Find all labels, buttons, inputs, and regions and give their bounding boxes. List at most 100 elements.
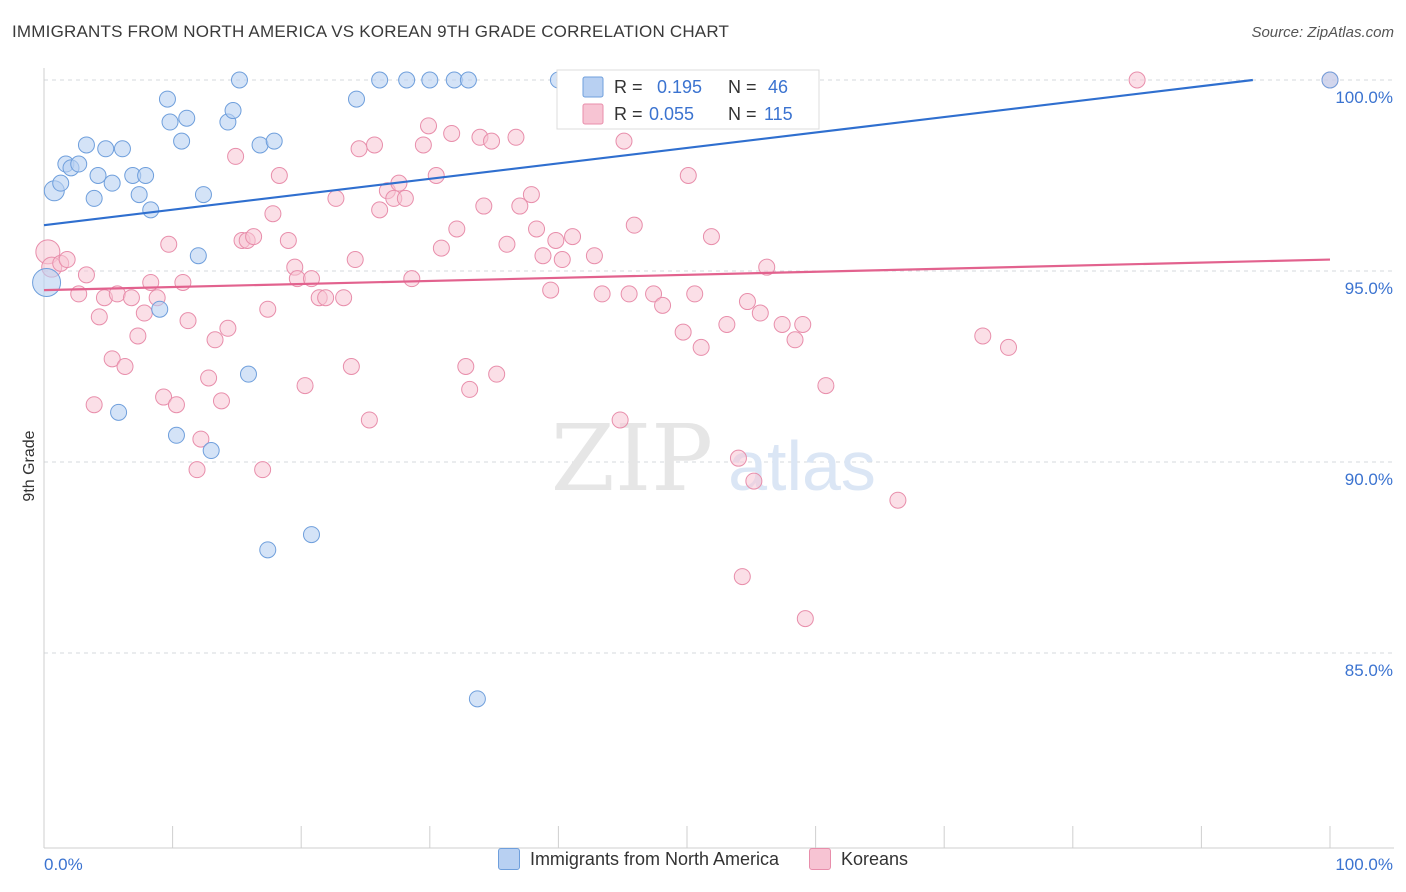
data-point-koreans: [155, 388, 173, 406]
data-point-koreans: [585, 247, 603, 265]
data-point-koreans: [547, 231, 565, 249]
data-point-koreans: [350, 140, 368, 158]
data-point-koreans: [414, 136, 432, 154]
data-point-immigrants: [158, 90, 176, 108]
data-point-koreans: [745, 472, 763, 490]
data-point-koreans: [77, 266, 95, 284]
y-tick-label: 95.0%: [1345, 279, 1393, 298]
data-point-immigrants: [70, 155, 88, 173]
data-point-koreans: [889, 491, 907, 509]
data-point-koreans: [116, 358, 134, 375]
tick-labels: 85.0% 90.0% 95.0% 100.0% 0.0% 100.0%: [44, 88, 1393, 874]
data-point-koreans: [432, 239, 450, 257]
data-point-koreans: [85, 396, 103, 414]
data-point-immigrants: [371, 71, 389, 89]
data-point-immigrants: [103, 174, 121, 192]
data-point-koreans: [279, 231, 297, 249]
data-point-koreans: [335, 289, 353, 307]
data-point-koreans: [129, 327, 147, 345]
data-point-koreans: [1128, 71, 1146, 89]
data-point-immigrants: [265, 132, 283, 150]
data-point-koreans: [542, 281, 560, 299]
data-point-immigrants: [97, 140, 115, 158]
data-point-koreans: [674, 323, 692, 341]
series-koreans-points: [35, 71, 1339, 628]
data-point-koreans: [219, 319, 237, 337]
legend-item-koreans: Koreans: [809, 848, 908, 870]
data-point-koreans: [179, 312, 197, 330]
data-point-koreans: [615, 132, 633, 150]
y-tick-label: 100.0%: [1335, 88, 1393, 107]
data-point-koreans: [396, 189, 414, 207]
legend-label-immigrants: Immigrants from North America: [529, 848, 779, 869]
data-point-koreans: [718, 315, 736, 333]
data-point-koreans: [507, 128, 525, 146]
data-point-koreans: [254, 461, 272, 479]
data-point-koreans: [174, 273, 192, 291]
data-point-koreans: [773, 315, 791, 333]
data-point-koreans: [729, 449, 747, 467]
data-point-koreans: [702, 228, 720, 246]
data-point-immigrants: [347, 90, 365, 108]
data-point-koreans: [625, 216, 643, 234]
source-label: Source: ZipAtlas.com: [1251, 24, 1394, 41]
stats-n-label: N =: [728, 104, 757, 124]
data-point-immigrants: [178, 109, 196, 127]
data-point-koreans: [751, 304, 769, 322]
data-point-koreans: [796, 610, 814, 628]
data-point-koreans: [817, 377, 835, 395]
x-tick-label: 0.0%: [44, 855, 83, 874]
data-point-koreans: [103, 350, 121, 368]
y-axis-label: 9th Grade: [21, 430, 38, 501]
data-point-immigrants: [110, 403, 128, 421]
data-point-immigrants: [130, 186, 148, 204]
pink-swatch: [582, 103, 604, 125]
data-point-immigrants: [398, 71, 416, 89]
stats-r-label: R =: [614, 104, 643, 124]
data-point-koreans: [786, 331, 804, 349]
data-point-koreans: [564, 228, 582, 246]
data-point-koreans: [366, 136, 384, 154]
data-point-koreans: [511, 197, 529, 215]
data-point-koreans: [327, 189, 345, 207]
data-point-koreans: [758, 258, 776, 276]
data-point-koreans: [245, 228, 263, 246]
x-tick-label: 100.0%: [1335, 855, 1393, 874]
data-point-koreans: [135, 304, 153, 322]
data-point-immigrants: [421, 71, 439, 89]
series-immigrants-points: [32, 71, 1339, 708]
data-point-koreans: [611, 411, 629, 429]
blue-swatch: [582, 76, 604, 98]
data-point-koreans: [296, 377, 314, 395]
stats-n-label: N =: [728, 77, 757, 97]
data-point-koreans: [1000, 338, 1017, 356]
axes: [43, 68, 1394, 849]
data-point-immigrants: [194, 186, 212, 204]
data-point-koreans: [371, 201, 389, 219]
y-tick-label: 90.0%: [1345, 470, 1393, 489]
data-point-koreans: [227, 147, 245, 165]
data-point-koreans: [427, 167, 445, 184]
data-point-koreans: [167, 396, 185, 414]
data-point-koreans: [553, 251, 571, 269]
chart-legend: Immigrants from North America Koreans: [0, 848, 1406, 870]
data-point-koreans: [160, 235, 178, 253]
stats-n-value-pink: 115: [764, 104, 793, 124]
data-point-immigrants: [89, 167, 107, 184]
trend-lines: [43, 78, 1331, 292]
data-point-koreans: [692, 338, 710, 356]
data-point-immigrants: [251, 136, 269, 154]
legend-item-immigrants: Immigrants from North America: [497, 848, 779, 870]
data-point-immigrants: [459, 71, 477, 89]
trend-line-immigrants: [43, 78, 1253, 227]
data-point-koreans: [483, 132, 501, 150]
data-point-koreans: [206, 331, 224, 349]
data-point-koreans: [475, 197, 493, 215]
data-point-koreans: [457, 358, 475, 375]
data-point-immigrants: [142, 201, 160, 219]
data-point-koreans: [346, 251, 364, 269]
data-point-immigrants: [1321, 71, 1339, 89]
data-point-koreans: [192, 430, 210, 448]
y-tick-label: 85.0%: [1345, 661, 1393, 680]
